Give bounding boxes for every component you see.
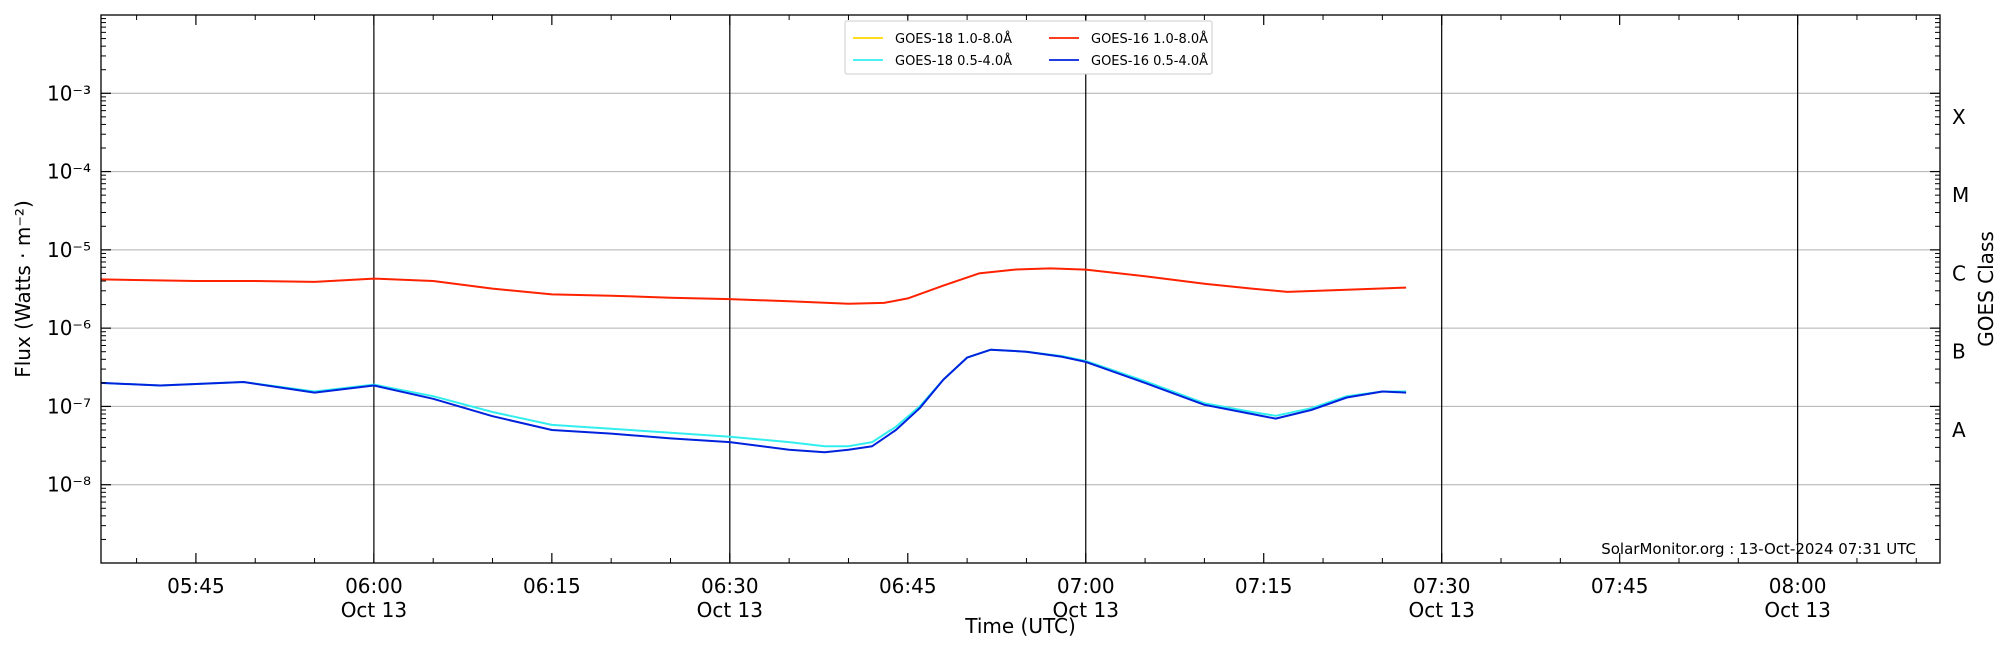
legend-label: GOES-18 1.0-8.0Å xyxy=(895,31,1012,47)
x-tick-label: 07:15 xyxy=(1235,574,1293,598)
series-line xyxy=(100,348,1407,448)
x-tick-label: 07:45 xyxy=(1591,574,1649,598)
x-tick-label: 06:15 xyxy=(523,574,581,598)
x-tick-label: 08:00 xyxy=(1769,574,1827,598)
y-tick-label: 10⁻³ xyxy=(47,81,91,105)
x-tick-label: 06:00 xyxy=(345,574,403,598)
legend-label: GOES-16 1.0-8.0Å xyxy=(1091,31,1208,47)
series-lines xyxy=(100,267,1407,454)
x-tick-date-label: Oct 13 xyxy=(1764,598,1830,622)
series-line xyxy=(100,348,1407,454)
y-tick-label: 10⁻⁷ xyxy=(47,394,91,418)
y-tick-label: 10⁻⁴ xyxy=(47,160,91,184)
y-tick-label: 10⁻⁶ xyxy=(47,316,91,340)
goes-class-label: C xyxy=(1952,261,1966,285)
vertical-marker-lines xyxy=(373,15,1799,563)
legend-label: GOES-18 0.5-4.0Å xyxy=(895,53,1012,69)
x-tick-label: 05:45 xyxy=(167,574,225,598)
y-axis-title: Flux (Watts · m⁻²) xyxy=(11,200,35,378)
x-axis-title: Time (UTC) xyxy=(964,614,1076,638)
x-tick-label: 07:00 xyxy=(1057,574,1115,598)
goes-class-label: A xyxy=(1952,418,1966,442)
x-tick-date-label: Oct 13 xyxy=(341,598,407,622)
goes-class-label: M xyxy=(1952,183,1969,207)
series-line xyxy=(100,267,1407,305)
x-tick-label: 06:30 xyxy=(701,574,759,598)
x-tick-date-label: Oct 13 xyxy=(1408,598,1474,622)
grid-lines xyxy=(101,92,1940,486)
legend-box xyxy=(844,20,1213,75)
solarmonitor-annotation: SolarMonitor.org : 13-Oct-2024 07:31 UTC xyxy=(1601,540,1916,558)
goes-class-label: B xyxy=(1952,340,1966,364)
x-tick-date-label: Oct 13 xyxy=(1053,598,1119,622)
legend: GOES-18 1.0-8.0Å GOES-16 1.0-8.0Å GOES-18 … xyxy=(844,20,1213,75)
axis-ticks xyxy=(101,15,1940,563)
goes-class-label: X xyxy=(1952,105,1966,129)
plot-frame xyxy=(100,14,1941,564)
y2-axis-title: GOES Class xyxy=(1974,231,1998,347)
x-tick-label: 06:45 xyxy=(879,574,937,598)
x-tick-label: 07:30 xyxy=(1413,574,1471,598)
y-tick-label: 10⁻⁸ xyxy=(47,473,91,497)
y-tick-label: 10⁻⁵ xyxy=(47,238,91,262)
y-tick-labels: 10⁻⁸ 10⁻⁷ 10⁻⁶ 10⁻⁵ 10⁻⁴ 10⁻³ xyxy=(47,81,91,496)
x-tick-date-label: Oct 13 xyxy=(697,598,763,622)
legend-label: GOES-16 0.5-4.0Å xyxy=(1091,53,1208,69)
goes-class-labels: A B C M X xyxy=(1952,105,1969,442)
